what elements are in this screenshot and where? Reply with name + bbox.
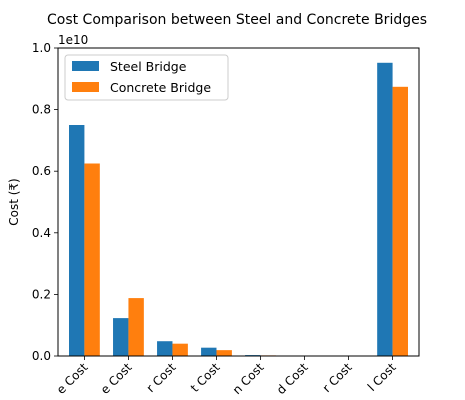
y-tick-label: 0.2 [32, 287, 51, 301]
y-offset-label: 1e10 [58, 33, 88, 47]
x-ticks-layer: e Cost e Cost r Cost t Cost n Cost d Cost r Co… [54, 356, 399, 397]
x-tick-label: r Cost [144, 360, 179, 395]
x-tick-label: e Cost [54, 360, 91, 397]
bars-layer [69, 62, 408, 357]
legend-swatch-concrete [72, 82, 99, 92]
x-tick-label: t Cost [188, 360, 223, 395]
legend-label-steel: Steel Bridge [110, 59, 187, 74]
x-tick-label: r Cost [320, 360, 355, 395]
legend-box [64, 54, 229, 101]
bar-steel-3 [201, 347, 217, 356]
y-tick-label: 0.6 [32, 164, 51, 178]
x-tick-label: d Cost [274, 360, 311, 397]
bar-steel-7 [377, 62, 393, 357]
x-tick-label: l Cost [365, 360, 399, 394]
legend-label-concrete: Concrete Bridge [110, 80, 211, 95]
chart-title: Cost Comparison between Steel and Concre… [47, 12, 427, 28]
plot-frame [57, 47, 420, 357]
x-tick-label: n Cost [230, 360, 267, 397]
bar-concrete-0 [84, 163, 100, 356]
bar-steel-1 [113, 318, 129, 356]
y-tick-label: 0.8 [32, 103, 51, 117]
y-tick-label: 1.0 [32, 41, 51, 55]
bar-steel-2 [157, 341, 173, 356]
y-tick-label: 0.4 [32, 226, 51, 240]
x-tick-label: e Cost [98, 360, 135, 397]
bar-concrete-1 [128, 298, 144, 356]
y-ticks-layer: 0.0 0.2 0.4 0.6 0.8 1.0 [32, 41, 58, 363]
y-axis-label: Cost (₹) [7, 178, 21, 226]
legend-swatch-steel [72, 61, 99, 71]
legend: Steel Bridge Concrete Bridge [64, 54, 229, 101]
y-tick-label: 0.0 [32, 349, 51, 363]
bar-concrete-7 [392, 86, 408, 357]
bar-steel-0 [69, 125, 85, 356]
bar-concrete-2 [172, 343, 188, 356]
bar-concrete-3 [216, 350, 232, 356]
